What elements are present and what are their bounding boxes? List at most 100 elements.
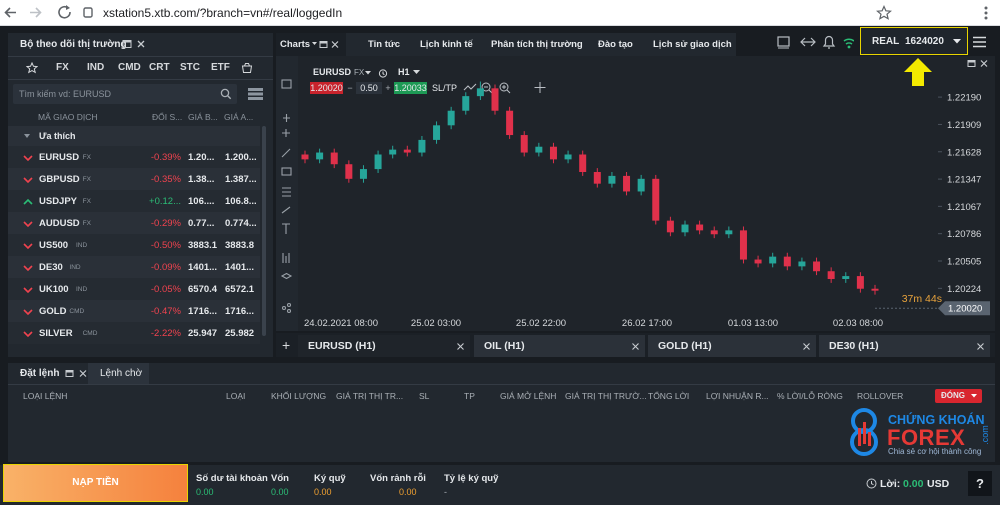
top-tab[interactable]: Đào tạo bbox=[598, 39, 633, 50]
close-tab[interactable] bbox=[977, 343, 984, 350]
interval-caret bbox=[413, 70, 420, 74]
stat-label: Vốn rảnh rỗi bbox=[370, 473, 426, 484]
top-tabs: Charts Tin tức Lịch kinh tế Phân tích thị t… bbox=[276, 33, 736, 56]
bid: 1401... bbox=[188, 262, 218, 273]
sltp-button[interactable]: SL/TP bbox=[432, 83, 458, 93]
chart-tab[interactable]: GOLD (H1) bbox=[648, 335, 816, 357]
chart-tab[interactable]: EURUSD (H1) bbox=[298, 335, 470, 357]
market-tag: FX bbox=[82, 197, 91, 205]
instrument-row[interactable]: EURUSD FX -0.39% 1.20... 1.200... bbox=[8, 146, 260, 168]
order-column: GIÁ MỞ LỆNH bbox=[500, 391, 557, 401]
change: +0.12... bbox=[149, 196, 181, 207]
ask: 3883.8 bbox=[225, 240, 255, 251]
browser-menu[interactable] bbox=[981, 5, 991, 21]
close-tab[interactable] bbox=[632, 343, 639, 350]
orders-tab[interactable]: Đặt lệnh bbox=[20, 368, 60, 379]
interval[interactable]: H1 bbox=[398, 67, 410, 77]
chart-tab[interactable]: DE30 (H1) bbox=[819, 335, 990, 357]
market-tab[interactable]: CMD bbox=[118, 62, 141, 73]
group-row[interactable]: Ưa thích bbox=[8, 126, 260, 146]
market-tab[interactable]: IND bbox=[87, 62, 105, 73]
search-box[interactable]: Tìm kiếm vd: EURUSD bbox=[13, 84, 237, 104]
list-view-toggle[interactable] bbox=[248, 88, 263, 100]
buy-price[interactable]: 1.20033 bbox=[394, 82, 427, 94]
change: -0.39% bbox=[150, 152, 181, 163]
basket-tab[interactable] bbox=[241, 62, 253, 74]
bookmark-star[interactable] bbox=[876, 5, 892, 21]
increase-volume[interactable]: + bbox=[385, 83, 391, 93]
account-selector[interactable]: REAL 1624020 bbox=[860, 27, 968, 55]
market-tag: IND bbox=[76, 241, 88, 249]
column-header: MÃ GIAO DỊCH bbox=[38, 112, 98, 122]
deposit-button[interactable]: NẠP TIỀN bbox=[3, 464, 188, 502]
logo-domain: .com bbox=[979, 425, 990, 445]
close-all-caret bbox=[971, 394, 977, 398]
order-column: TP bbox=[464, 391, 475, 401]
orders-controls[interactable] bbox=[65, 369, 89, 379]
change: -0.29% bbox=[150, 218, 181, 229]
search-placeholder: Tìm kiếm vd: EURUSD bbox=[19, 89, 112, 99]
instrument-row[interactable]: US500 IND -0.50% 3883.1 3883.8 bbox=[8, 234, 260, 256]
close-tab[interactable] bbox=[803, 343, 810, 350]
decrease-volume[interactable]: − bbox=[347, 83, 353, 93]
market-tab[interactable]: CRT bbox=[149, 62, 170, 73]
volume[interactable]: 0.50 bbox=[356, 82, 382, 94]
chart-tab-label: GOLD (H1) bbox=[658, 340, 712, 352]
bid: 1716... bbox=[188, 306, 218, 317]
add-chart[interactable]: + bbox=[282, 337, 291, 353]
watchlist-rows: EURUSD FX -0.39% 1.20... 1.200... GBPUSD FX -0.… bbox=[8, 146, 260, 356]
stat-value: 0.00 bbox=[314, 487, 332, 497]
instrument-row[interactable]: USDJPY FX +0.12... 106.... 106.8... bbox=[8, 190, 260, 212]
nav-icons[interactable] bbox=[0, 0, 100, 25]
bid: 1.20... bbox=[188, 152, 215, 163]
chart-tab[interactable]: OIL (H1) bbox=[474, 335, 645, 357]
panel-title: Bộ theo dõi thị trường bbox=[20, 39, 127, 50]
chart-window-controls[interactable] bbox=[967, 59, 989, 69]
chart-area bbox=[276, 56, 995, 331]
instrument-row[interactable]: GOLD CMD -0.47% 1716... 1716... bbox=[8, 300, 260, 322]
top-tab[interactable]: Lịch kinh tế bbox=[420, 39, 473, 50]
panel-controls[interactable] bbox=[122, 39, 148, 51]
instrument-row[interactable]: AUDUSD FX -0.29% 0.77... 0.774... bbox=[8, 212, 260, 234]
top-tab[interactable]: Lịch sử giao dịch bbox=[653, 39, 732, 50]
favorites-tab[interactable] bbox=[26, 62, 38, 74]
ask: 0.774... bbox=[225, 218, 257, 229]
ask: 1401... bbox=[225, 262, 255, 273]
close-tab[interactable] bbox=[457, 343, 464, 350]
top-tab[interactable]: Tin tức bbox=[368, 39, 401, 50]
scrollbar[interactable] bbox=[262, 126, 266, 336]
down-arrow bbox=[23, 265, 33, 272]
market-tab[interactable]: STC bbox=[180, 62, 200, 73]
bid: 6570.4 bbox=[188, 284, 218, 295]
chart-tab-label: EURUSD (H1) bbox=[308, 340, 376, 352]
charts-tab[interactable]: Charts bbox=[276, 33, 346, 56]
market-tab[interactable]: ETF bbox=[211, 62, 230, 73]
symbol: GBPUSD bbox=[39, 174, 80, 185]
market: FX bbox=[354, 68, 365, 77]
toolbar-icons[interactable] bbox=[774, 33, 854, 53]
help-button[interactable]: ? bbox=[968, 471, 992, 496]
sell-price[interactable]: 1.20020 bbox=[310, 82, 343, 94]
main-menu[interactable] bbox=[972, 36, 988, 48]
bid: 0.77... bbox=[188, 218, 215, 229]
close-all-label: ĐÓNG bbox=[941, 391, 965, 400]
url[interactable]: xstation5.xtb.com/?branch=vn#/real/logge… bbox=[103, 6, 343, 20]
market-tab[interactable]: FX bbox=[56, 62, 69, 73]
down-arrow bbox=[23, 155, 33, 162]
chart-tools[interactable] bbox=[462, 80, 548, 95]
close-all-button[interactable]: ĐÓNG bbox=[935, 389, 982, 403]
stat-value: 0.00 bbox=[399, 487, 417, 497]
instrument-row[interactable]: SILVER CMD -2.22% 25.947 25.982 bbox=[8, 322, 260, 344]
bid: 25.947 bbox=[188, 328, 218, 339]
instrument-row[interactable]: DE30 IND -0.09% 1401... 1401... bbox=[8, 256, 260, 278]
instrument-row[interactable]: GBPUSD FX -0.35% 1.38... 1.387... bbox=[8, 168, 260, 190]
top-tab[interactable]: Phân tích thị trường bbox=[491, 39, 583, 50]
change: -0.50% bbox=[150, 240, 181, 251]
instrument-row[interactable]: UK100 IND -0.05% 6570.4 6572.1 bbox=[8, 278, 260, 300]
logo-line1: CHỨNG KHOÁN bbox=[888, 413, 985, 427]
pending-tab[interactable]: Lệnh chờ bbox=[88, 363, 149, 384]
symbol-controls[interactable] bbox=[364, 69, 392, 78]
charts-tab-controls[interactable] bbox=[312, 40, 342, 50]
down-arrow bbox=[23, 243, 33, 250]
help-label: ? bbox=[976, 476, 984, 491]
